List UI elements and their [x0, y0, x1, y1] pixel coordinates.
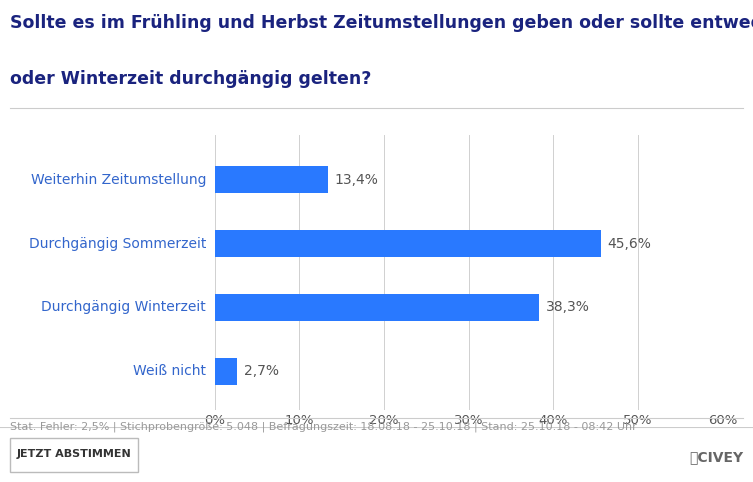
Text: 38,3%: 38,3%: [546, 300, 590, 314]
Text: Weiß nicht: Weiß nicht: [133, 364, 206, 378]
Text: Durchgängig Sommerzeit: Durchgängig Sommerzeit: [29, 237, 206, 251]
Bar: [215, 166, 328, 193]
Bar: [215, 230, 601, 257]
Text: 45,6%: 45,6%: [608, 237, 651, 251]
Text: Durchgängig Winterzeit: Durchgängig Winterzeit: [41, 300, 206, 314]
Text: Stat. Fehler: 2,5% | Stichprobengröße: 5.048 | Befragungszeit: 18.08.18 - 25.10.: Stat. Fehler: 2,5% | Stichprobengröße: 5…: [10, 422, 636, 432]
Text: ⬜CIVEY: ⬜CIVEY: [689, 450, 743, 464]
Text: JETZT ABSTIMMEN: JETZT ABSTIMMEN: [17, 449, 131, 459]
FancyBboxPatch shape: [10, 438, 138, 472]
Text: Sollte es im Frühling und Herbst Zeitumstellungen geben oder sollte entweder die: Sollte es im Frühling und Herbst Zeitums…: [10, 14, 753, 32]
Text: 13,4%: 13,4%: [335, 173, 379, 187]
Text: Weiterhin Zeitumstellung: Weiterhin Zeitumstellung: [31, 173, 206, 187]
Text: oder Winterzeit durchgängig gelten?: oder Winterzeit durchgängig gelten?: [10, 70, 371, 88]
Bar: [215, 358, 237, 385]
Text: 2,7%: 2,7%: [244, 364, 279, 378]
Bar: [215, 294, 539, 321]
